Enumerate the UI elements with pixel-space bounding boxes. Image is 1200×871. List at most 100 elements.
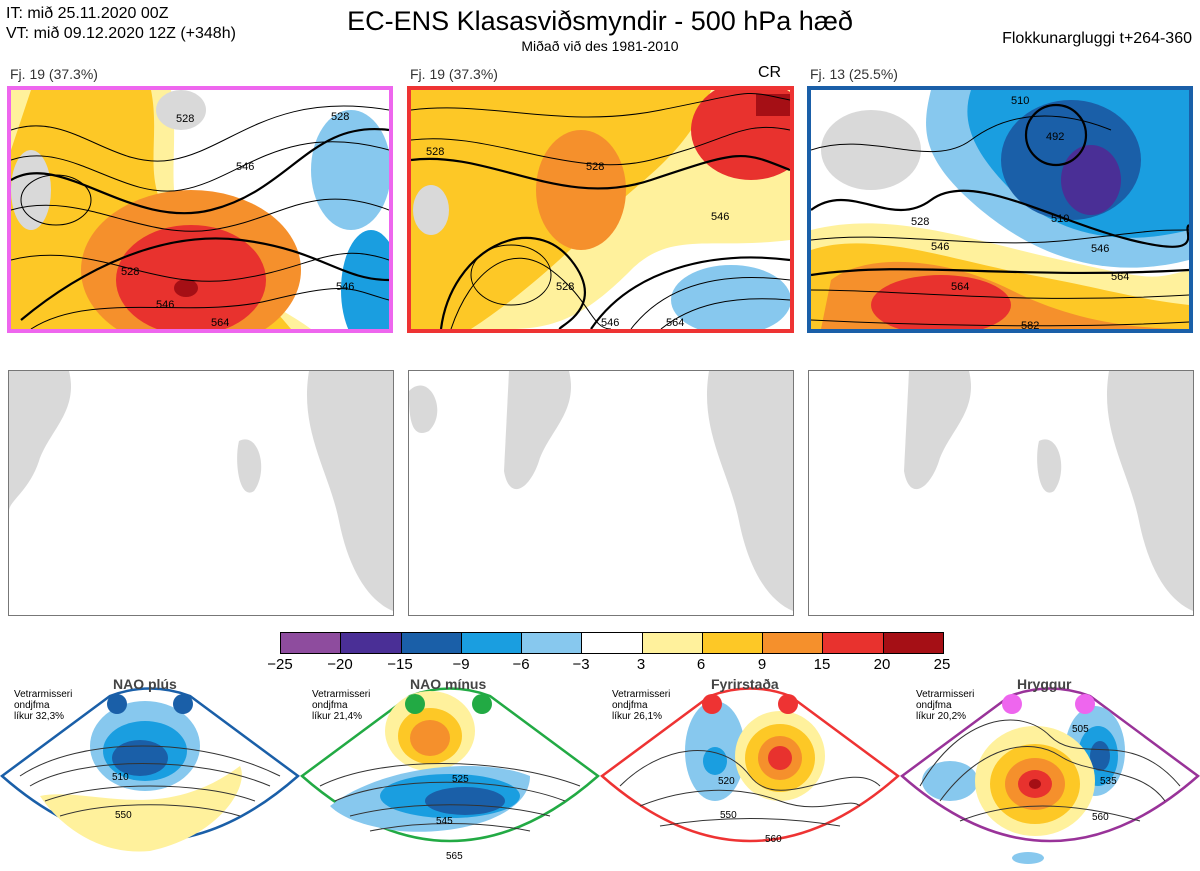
classification-window: Flokkunargluggi t+264-360 xyxy=(1002,30,1192,47)
svg-text:546: 546 xyxy=(336,281,354,293)
colorbar-tick: 15 xyxy=(813,656,831,673)
regime-map-nao-plus[interactable]: 510 550 xyxy=(0,676,300,871)
regime-note-line: líkur 32,3% xyxy=(14,711,65,722)
svg-text:546: 546 xyxy=(156,299,174,311)
colorbar-tick: −3 xyxy=(572,656,590,673)
colorbar-tick: 25 xyxy=(933,656,951,673)
colorbar-tick: −6 xyxy=(512,656,530,673)
colorbar-bin xyxy=(281,633,342,653)
init-time: IT: mið 25.11.2020 00Z xyxy=(6,5,169,22)
cluster-map-3[interactable]: 510 492 510 528 546 564 564 582 546 xyxy=(807,86,1193,333)
regime-note-line: líkur 21,4% xyxy=(312,711,363,722)
page-title: EC-ENS Klasasviðsmyndir - 500 hPa hæð xyxy=(347,6,853,36)
regime-map-hryggur[interactable]: 505 535 560 xyxy=(900,676,1200,871)
svg-text:564: 564 xyxy=(211,317,229,329)
panel-3-title: Fj. 13 (25.5%) xyxy=(810,66,898,82)
blank-map-1 xyxy=(8,370,394,616)
colorbar-tick: 9 xyxy=(757,656,767,673)
regime-name: NAO mínus xyxy=(410,676,487,692)
regime-note-line: ondjfma xyxy=(612,700,648,711)
colorbar-bin xyxy=(341,633,402,653)
regime-map-nao-minus[interactable]: 525 545 565 xyxy=(300,676,600,871)
cluster-map-2[interactable]: 528 528 546 528 546 564 xyxy=(407,86,794,333)
regime-note: Vetrarmisseri ondjfma líkur 26,1% xyxy=(612,689,670,722)
svg-text:528: 528 xyxy=(911,216,929,228)
svg-text:564: 564 xyxy=(1111,271,1129,283)
svg-text:528: 528 xyxy=(556,281,574,293)
colorbar-bin xyxy=(823,633,884,653)
regime-name: Hryggur xyxy=(1017,676,1072,692)
svg-text:546: 546 xyxy=(601,317,619,329)
page-subtitle: Miðað við des 1981-2010 xyxy=(521,38,679,54)
colorbar xyxy=(280,632,944,654)
regime-note-line: Vetrarmisseri xyxy=(14,689,73,700)
regime-contour-label: 550 xyxy=(115,810,132,821)
svg-text:546: 546 xyxy=(931,241,949,253)
regime-contour-label: 505 xyxy=(1072,724,1089,735)
colorbar-bin xyxy=(763,633,824,653)
regime-note: Vetrarmisseri ondjfma líkur 20,2% xyxy=(916,689,974,722)
regime-contour-label: 525 xyxy=(452,774,469,785)
valid-time: VT: mið 09.12.2020 12Z (+348h) xyxy=(6,25,236,42)
svg-text:564: 564 xyxy=(951,281,969,293)
svg-text:528: 528 xyxy=(331,111,349,123)
svg-text:528: 528 xyxy=(176,113,194,125)
regime-marker xyxy=(702,694,722,714)
panel-2-tag: CR xyxy=(758,64,782,81)
colorbar-bin xyxy=(883,633,943,653)
svg-text:510: 510 xyxy=(1051,213,1069,225)
svg-text:528: 528 xyxy=(121,266,139,278)
regime-contour-label: 510 xyxy=(112,772,129,783)
cluster-map-1[interactable]: 528 546 528 528 546 546 564 xyxy=(7,86,393,333)
colorbar-bin xyxy=(522,633,583,653)
regime-note-line: Vetrarmisseri xyxy=(612,689,671,700)
panel-1-title: Fj. 19 (37.3%) xyxy=(10,66,98,82)
regime-marker xyxy=(472,694,492,714)
blank-map-2 xyxy=(408,370,794,616)
regime-marker xyxy=(1002,694,1022,714)
svg-text:510: 510 xyxy=(1011,95,1029,107)
regime-note-line: ondjfma xyxy=(14,700,50,711)
svg-text:546: 546 xyxy=(711,211,729,223)
regime-note-line: Vetrarmisseri xyxy=(312,689,371,700)
svg-text:528: 528 xyxy=(586,161,604,173)
colorbar-bin xyxy=(461,633,523,653)
regime-name: Fyrirstaða xyxy=(711,676,779,692)
blank-map-3 xyxy=(808,370,1194,616)
regime-marker xyxy=(173,694,193,714)
colorbar-tick: 20 xyxy=(873,656,891,673)
regime-note: Vetrarmisseri ondjfma líkur 32,3% xyxy=(14,689,72,722)
colorbar-tick: 6 xyxy=(696,656,706,673)
regime-contour-label: 560 xyxy=(765,834,782,845)
colorbar-tick: −25 xyxy=(267,656,293,673)
svg-text:492: 492 xyxy=(1046,131,1064,143)
panel-2-title: Fj. 19 (37.3%) xyxy=(410,66,498,82)
colorbar-bin xyxy=(582,633,643,653)
regime-contour-label: 565 xyxy=(446,851,463,862)
regime-contour-label: 545 xyxy=(436,816,453,827)
regime-note-line: ondjfma xyxy=(916,700,952,711)
regime-contour-label: 520 xyxy=(718,776,735,787)
regime-name: NAO plús xyxy=(113,676,177,692)
svg-text:528: 528 xyxy=(426,146,444,158)
colorbar-bin xyxy=(702,633,764,653)
colorbar-tick: −15 xyxy=(387,656,413,673)
regime-note: Vetrarmisseri ondjfma líkur 21,4% xyxy=(312,689,370,722)
colorbar-bin xyxy=(401,633,462,653)
regime-marker xyxy=(107,694,127,714)
regime-note-line: líkur 20,2% xyxy=(916,711,967,722)
regime-marker xyxy=(1075,694,1095,714)
regime-note-line: ondjfma xyxy=(312,700,348,711)
colorbar-tick: −20 xyxy=(327,656,353,673)
svg-text:546: 546 xyxy=(1091,243,1109,255)
regime-contour-label: 535 xyxy=(1100,776,1117,787)
colorbar-bin xyxy=(642,633,703,653)
regime-note-line: líkur 26,1% xyxy=(612,711,663,722)
regime-marker xyxy=(405,694,425,714)
regime-map-fyrirstada[interactable]: 520 550 560 xyxy=(600,676,900,871)
svg-text:564: 564 xyxy=(666,317,684,329)
regime-marker xyxy=(778,694,798,714)
regime-contour-label: 550 xyxy=(720,810,737,821)
regime-contour-label: 560 xyxy=(1092,812,1109,823)
colorbar-tick: 3 xyxy=(636,656,646,673)
